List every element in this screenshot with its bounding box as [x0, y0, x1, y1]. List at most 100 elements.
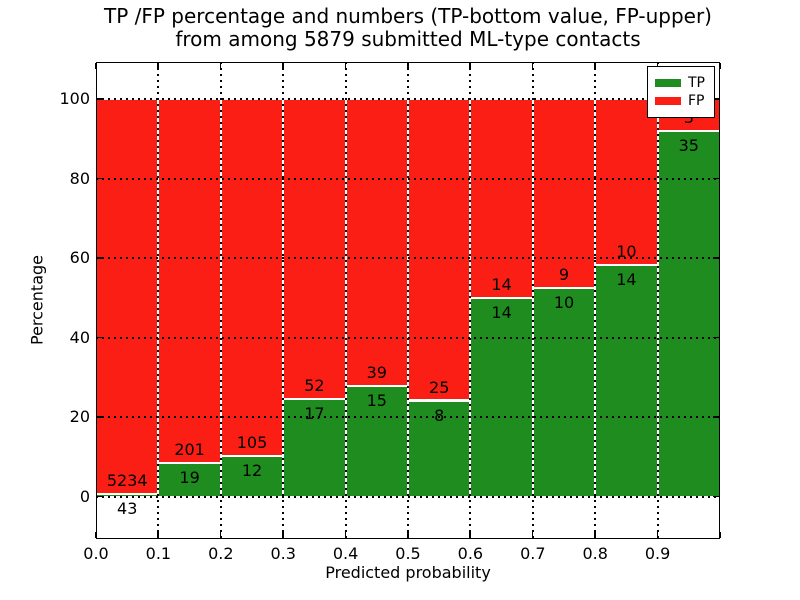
x-tick-mark: [282, 63, 284, 69]
x-tick-label: 0.2: [208, 544, 234, 563]
bar-value-tp: 10: [553, 292, 575, 312]
x-tick-label: 0.0: [83, 544, 109, 563]
bar-segment-tp: [220, 456, 284, 497]
legend-swatch-tp: [655, 79, 681, 87]
bar-segment-fp: [96, 99, 159, 494]
x-tick-mark: [594, 63, 596, 69]
bar-segment-fp: [532, 99, 596, 288]
legend-swatch-fp: [655, 97, 681, 105]
bar-value-fp: 14: [491, 275, 512, 295]
x-tick-label: 0.7: [520, 544, 546, 563]
bar-value-tp: 14: [616, 269, 637, 289]
y-tick-mark: [97, 177, 103, 180]
x-tick-mark: [656, 532, 659, 538]
x-tick-mark: [407, 532, 409, 538]
legend-item: TP: [655, 75, 707, 91]
bar-value-tp: 19: [179, 467, 200, 487]
vertical-gridline: [344, 62, 347, 539]
x-tick-mark: [407, 63, 409, 69]
bar-value-tp: 43: [117, 498, 138, 518]
vertical-gridline: [407, 62, 409, 539]
bar-segment-fp: [220, 99, 284, 457]
chart-title: TP /FP percentage and numbers (TP-bottom…: [96, 5, 720, 51]
bar-segment-fp: [470, 99, 533, 299]
y-tick-mark: [713, 416, 719, 418]
vertical-gridline: [282, 62, 285, 539]
bar-value-fp: 10: [616, 241, 637, 261]
y-tick-mark: [713, 98, 719, 100]
y-tick-mark: [97, 98, 103, 100]
y-tick-label: 60: [69, 248, 90, 268]
vertical-gridline: [469, 62, 472, 539]
x-tick-mark: [219, 532, 222, 538]
x-tick-mark: [594, 532, 596, 538]
y-tick-label: 100: [59, 89, 90, 109]
bar-value-fp: 201: [174, 439, 205, 459]
bar-segment-fp: [595, 99, 658, 265]
bar-value-fp: 105: [236, 433, 268, 453]
y-tick-mark: [713, 177, 719, 180]
legend: TP FP: [647, 66, 715, 118]
x-tick-mark: [282, 532, 284, 538]
y-axis-label: Percentage: [27, 254, 47, 346]
x-tick-label: 0.6: [457, 544, 484, 563]
y-tick-mark: [97, 495, 103, 498]
bar-segment-fp: [408, 99, 471, 401]
horizontal-gridline: [96, 495, 720, 498]
y-tick-label: 80: [69, 168, 90, 188]
legend-item: FP: [655, 93, 707, 109]
vertical-gridline: [531, 62, 534, 539]
x-tick-mark: [531, 532, 534, 538]
y-tick-mark: [713, 495, 719, 498]
bar-segment-tp: [470, 298, 533, 497]
chart-title-line2: from among 5879 submitted ML-type contac…: [175, 27, 641, 51]
horizontal-gridline: [96, 416, 720, 419]
x-axis-label: Predicted probability: [325, 563, 491, 582]
horizontal-gridline: [96, 98, 720, 101]
legend-label: FP: [688, 93, 705, 109]
x-tick-mark: [95, 532, 97, 538]
x-tick-label: 0.9: [644, 544, 671, 563]
horizontal-gridline: [96, 177, 720, 180]
x-tick-mark: [95, 63, 97, 69]
x-tick-mark: [157, 63, 159, 69]
x-tick-mark: [157, 532, 159, 538]
bar-value-tp: 12: [241, 461, 263, 481]
bar-value-tp: 14: [491, 303, 512, 323]
y-tick-mark: [97, 416, 103, 418]
horizontal-gridline: [96, 336, 720, 339]
bar-value-fp: 39: [366, 363, 387, 383]
bar-value-fp: 25: [429, 377, 450, 397]
y-tick-mark: [713, 257, 719, 259]
y-tick-mark: [97, 336, 103, 339]
vertical-gridline: [656, 62, 659, 539]
y-tick-mark: [713, 336, 719, 339]
horizontal-gridline: [96, 257, 720, 260]
y-tick-label: 40: [69, 327, 90, 347]
x-tick-mark: [219, 63, 222, 69]
bar-value-tp: 35: [678, 135, 699, 155]
bar-segment-fp: [345, 99, 408, 387]
bar-segment-tp: [532, 287, 596, 497]
x-tick-label: 0.8: [582, 544, 608, 563]
chart-title-line1: TP /FP percentage and numbers (TP-bottom…: [104, 4, 712, 28]
x-tick-label: 0.1: [145, 544, 172, 563]
bar-segment-tp: [595, 264, 658, 497]
bar-value-fp: 9: [558, 264, 570, 284]
x-tick-mark: [469, 63, 471, 69]
bar-value-fp: 5234: [106, 470, 148, 490]
legend-label: TP: [688, 75, 705, 91]
bar-value-fp: 52: [304, 375, 325, 395]
bar-segment-fp: [283, 99, 346, 399]
vertical-gridline: [594, 62, 597, 539]
y-tick-label: 20: [69, 407, 90, 427]
bar-segment-fp: [158, 99, 221, 463]
x-tick-mark: [719, 63, 721, 69]
x-tick-label: 0.4: [332, 544, 359, 563]
x-tick-mark: [344, 63, 347, 69]
x-tick-mark: [531, 63, 534, 69]
bar-value-tp: 8: [434, 405, 445, 425]
bar-value-tp: 15: [366, 391, 387, 411]
bar-value-tp: 17: [304, 403, 325, 423]
